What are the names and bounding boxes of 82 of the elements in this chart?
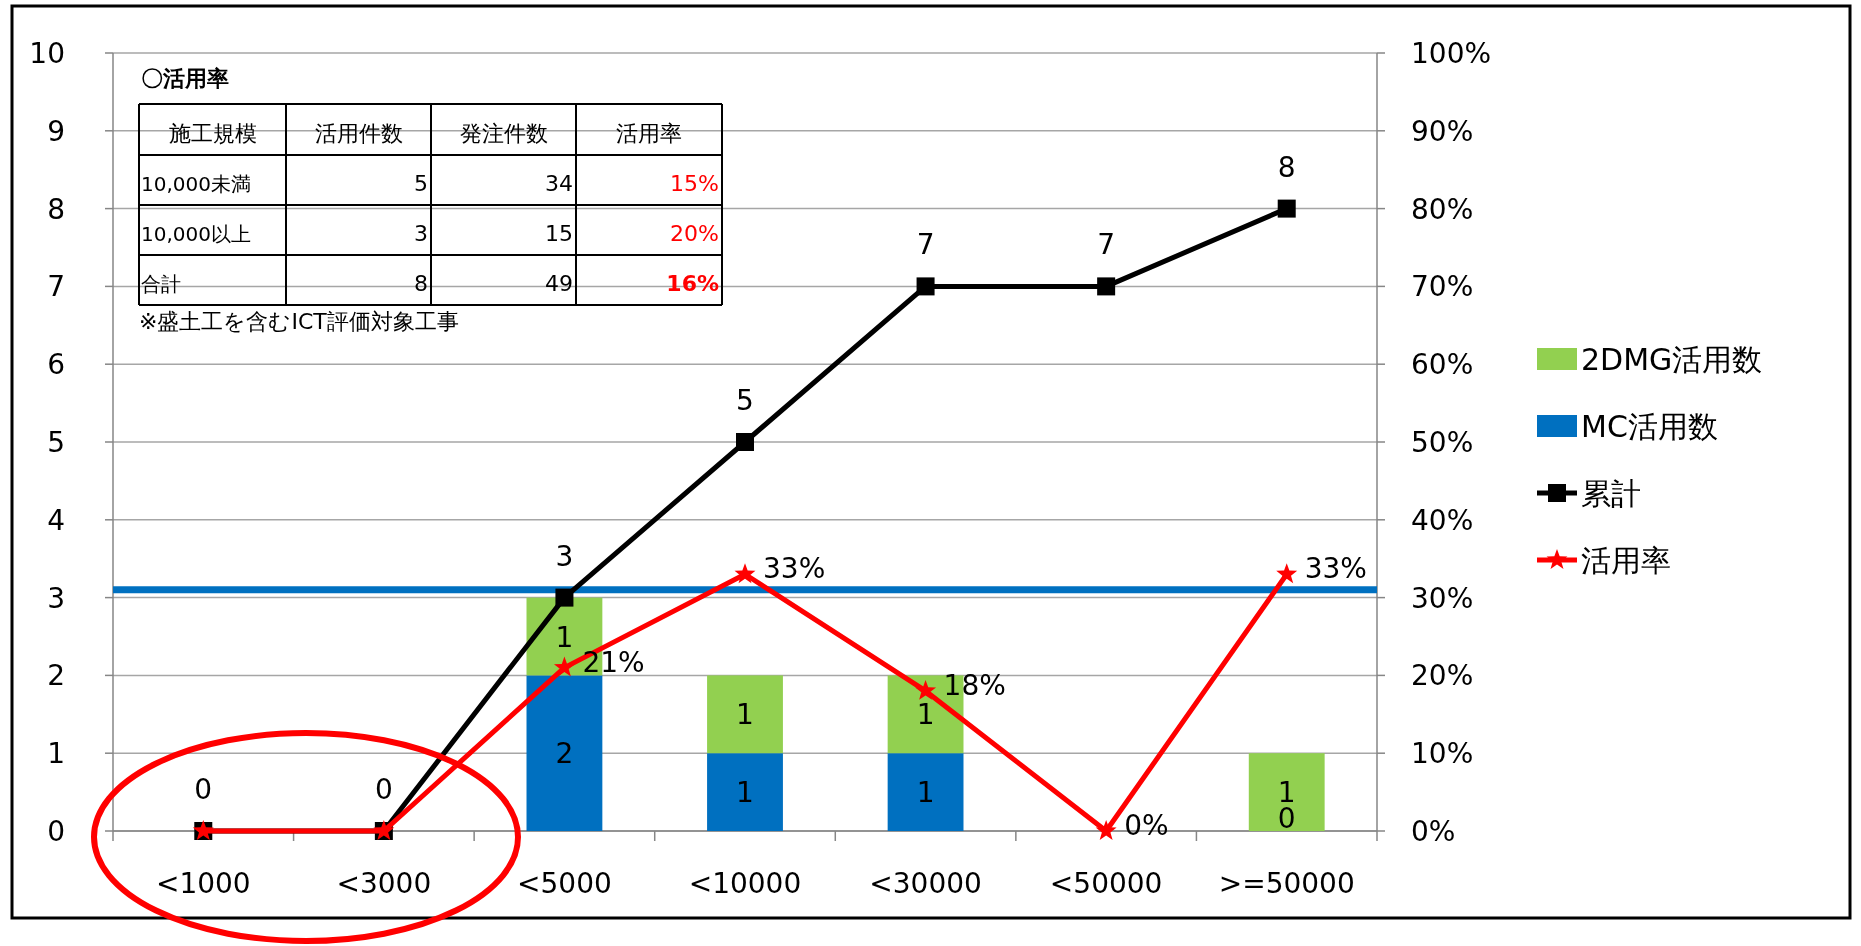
annotation: 施工規模 xyxy=(168,121,257,146)
data-label: 7 xyxy=(1097,228,1116,262)
data-label: 1 xyxy=(736,698,754,732)
y2-tick-label: 70% xyxy=(1411,270,1474,304)
annotation: ※盛土工を含むICT評価対象工事 xyxy=(139,309,459,334)
data-label: 33% xyxy=(763,552,826,586)
y-tick-label: 6 xyxy=(47,348,65,382)
data-label: 0 xyxy=(374,773,393,806)
y-tick-label: 4 xyxy=(47,503,65,537)
y-tick-label: 5 xyxy=(47,426,65,459)
y2-tick-label: 40% xyxy=(1411,503,1474,537)
data-label: 5 xyxy=(736,384,754,417)
data-label: 1 xyxy=(916,698,935,732)
point xyxy=(734,563,756,584)
legend-label: 累計 xyxy=(1581,476,1641,511)
y2-tick-label: 30% xyxy=(1411,581,1474,615)
data-label: 1 xyxy=(555,620,574,654)
y-tick-label: 1 xyxy=(47,737,65,771)
point xyxy=(553,656,575,677)
legend-label: 2DMG活用数 xyxy=(1581,342,1763,377)
data-label: 3 xyxy=(555,539,574,573)
annotation: 10,000以上 xyxy=(141,222,251,246)
y2-tick-label: 90% xyxy=(1411,114,1474,148)
x-tick-label: <30000 xyxy=(869,867,982,900)
annotation: 49 xyxy=(545,271,573,296)
annotation: 活用率 xyxy=(616,121,682,146)
y-tick-label: 2 xyxy=(47,659,65,693)
annotation: 発注件数 xyxy=(459,121,548,146)
x-tick-label: <3000 xyxy=(336,867,432,900)
annotation: 〇活用率 xyxy=(141,66,229,91)
point xyxy=(736,433,754,451)
y-tick-label: 3 xyxy=(47,581,65,615)
data-label: 2 xyxy=(555,737,574,771)
point xyxy=(1277,199,1296,218)
point xyxy=(1276,563,1298,584)
annotation: 8 xyxy=(414,271,428,296)
data-label: 1 xyxy=(736,776,754,810)
x-tick-label: <5000 xyxy=(517,867,612,900)
y2-tick-label: 10% xyxy=(1411,737,1474,771)
point xyxy=(555,588,574,607)
bar xyxy=(887,753,964,831)
annotation: 15% xyxy=(670,171,719,196)
y2-tick-label: 100% xyxy=(1411,37,1492,70)
bar xyxy=(526,675,603,831)
y-tick-label: 10 xyxy=(29,37,65,70)
y-tick-label: 0 xyxy=(47,815,65,848)
point xyxy=(1097,277,1116,296)
x-tick-label: <10000 xyxy=(688,867,802,900)
bar xyxy=(707,675,783,754)
annotation: 10,000未満 xyxy=(141,172,251,196)
data-label: 7 xyxy=(916,228,935,262)
x-tick-label: <50000 xyxy=(1049,867,1163,900)
y2-tick-label: 60% xyxy=(1411,348,1474,382)
annotation: 16% xyxy=(666,271,719,296)
data-label: 33% xyxy=(1304,552,1367,586)
data-label: 8 xyxy=(1277,150,1296,184)
annotation: 20% xyxy=(670,221,719,246)
bar xyxy=(707,753,783,831)
annotation: 活用件数 xyxy=(314,121,403,146)
y2-tick-label: 50% xyxy=(1411,426,1474,459)
x-tick-label: >=50000 xyxy=(1218,867,1355,900)
y-tick-label: 7 xyxy=(47,270,65,304)
point xyxy=(915,679,937,700)
y2-tick-label: 80% xyxy=(1411,192,1474,226)
bar xyxy=(1248,753,1325,831)
annotation: 15 xyxy=(545,221,573,246)
data-label: 1 xyxy=(916,776,935,810)
legend-label: MC活用数 xyxy=(1581,409,1718,444)
y-tick-label: 9 xyxy=(47,114,65,148)
annotation: 3 xyxy=(414,221,428,246)
y-tick-label: 8 xyxy=(47,192,65,226)
y2-tick-label: 20% xyxy=(1411,659,1474,693)
y2-tick-label: 0% xyxy=(1411,815,1456,848)
data-label: 0% xyxy=(1124,809,1169,842)
annotation: 5 xyxy=(414,171,428,196)
point xyxy=(1095,820,1117,840)
x-tick-label: <1000 xyxy=(155,867,251,900)
annotation: 合計 xyxy=(141,272,181,296)
data-label: 0 xyxy=(194,773,213,806)
point xyxy=(916,277,935,296)
legend-label: 活用率 xyxy=(1581,543,1671,578)
annotation: 34 xyxy=(545,171,573,196)
